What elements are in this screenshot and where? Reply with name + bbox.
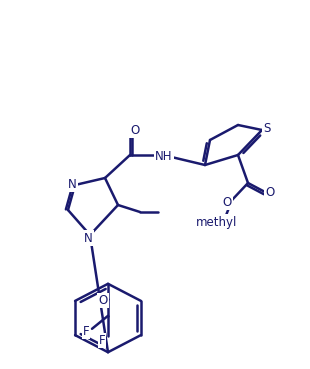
Text: S: S bbox=[263, 121, 271, 134]
Text: N: N bbox=[84, 231, 92, 245]
Text: methyl: methyl bbox=[196, 215, 238, 228]
Text: NH: NH bbox=[155, 149, 173, 162]
Text: O: O bbox=[98, 294, 108, 307]
Text: N: N bbox=[68, 177, 76, 190]
Text: O: O bbox=[222, 196, 232, 208]
Text: F: F bbox=[83, 325, 89, 338]
Text: O: O bbox=[265, 186, 275, 199]
Text: F: F bbox=[99, 334, 105, 347]
Text: O: O bbox=[131, 124, 140, 137]
